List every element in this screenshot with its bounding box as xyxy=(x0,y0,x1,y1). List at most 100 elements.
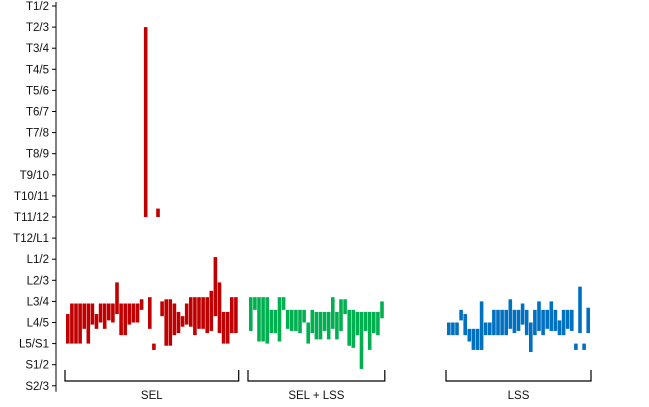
range-bar xyxy=(172,303,177,336)
range-bar xyxy=(537,301,541,331)
y-tick-label: T5/6 xyxy=(26,85,49,97)
range-bar xyxy=(500,309,504,336)
range-bar xyxy=(123,303,127,336)
range-bar xyxy=(302,309,306,323)
group-label: LSS xyxy=(508,390,530,402)
range-bar xyxy=(310,309,315,334)
range-bar xyxy=(565,309,570,329)
range-bar xyxy=(553,309,558,331)
range-bar xyxy=(205,297,209,334)
range-bar xyxy=(326,311,331,340)
range-bar xyxy=(225,311,230,344)
range-bar xyxy=(322,311,327,331)
y-tick-label: L1/2 xyxy=(27,254,49,266)
range-bar xyxy=(578,286,582,334)
range-bar xyxy=(253,297,257,310)
y-tick-label: L4/5 xyxy=(27,318,49,330)
range-bar xyxy=(570,309,574,331)
range-bar xyxy=(82,303,86,329)
range-bar xyxy=(331,297,335,329)
group-lss xyxy=(447,286,590,353)
range-bar xyxy=(524,309,529,336)
range-bar xyxy=(455,322,459,336)
range-bar xyxy=(78,303,82,344)
range-bar xyxy=(249,297,253,331)
range-bar xyxy=(168,299,173,346)
range-bar xyxy=(459,309,463,321)
y-tick-label: T3/4 xyxy=(26,43,50,55)
range-bar xyxy=(512,309,517,334)
range-bar xyxy=(90,303,95,325)
group-bracket xyxy=(64,370,240,382)
range-bar xyxy=(582,343,586,350)
range-bar xyxy=(557,320,562,336)
range-bar xyxy=(139,299,144,310)
range-bar xyxy=(265,297,269,344)
range-bar xyxy=(343,299,347,315)
range-bar xyxy=(545,309,549,329)
range-bar xyxy=(197,297,201,329)
range-bar xyxy=(549,301,554,331)
range-bar xyxy=(355,311,360,336)
y-tick-label: T6/7 xyxy=(26,107,49,119)
range-bar xyxy=(98,303,103,323)
range-bar xyxy=(273,309,278,334)
range-bar xyxy=(492,309,496,336)
y-tick-label: T12/L1 xyxy=(13,233,49,245)
range-bar xyxy=(193,297,197,336)
range-bar xyxy=(115,282,119,315)
range-bar xyxy=(143,27,148,217)
range-bar xyxy=(339,299,343,331)
range-bar xyxy=(508,299,513,329)
range-bar xyxy=(541,309,545,336)
y-tick-label: L3/4 xyxy=(27,296,50,308)
range-bar xyxy=(189,297,193,327)
range-bar xyxy=(234,297,238,334)
range-bar xyxy=(294,309,298,331)
range-bar xyxy=(111,303,115,323)
group-sel-lss xyxy=(249,297,384,369)
range-bar xyxy=(447,322,451,336)
range-bar xyxy=(351,309,356,348)
range-bar xyxy=(359,311,364,369)
range-bar xyxy=(372,311,376,334)
range-bar xyxy=(298,309,302,334)
range-bar xyxy=(290,309,294,331)
y-tick-label: L2/3 xyxy=(27,275,49,287)
range-bar xyxy=(520,303,525,325)
range-bar xyxy=(135,303,140,323)
range-bar xyxy=(213,257,218,317)
group-label: SEL + LSS xyxy=(288,390,344,402)
range-bar xyxy=(152,343,156,350)
y-axis: T1/2 T2/3 T3/4 T4/5 T5/6 T6/7 T7/8 T8/9 T9/10 T10… xyxy=(13,1,57,393)
range-bar xyxy=(148,297,152,329)
y-tick-label: T7/8 xyxy=(26,128,49,140)
bars-layer xyxy=(66,27,590,369)
y-tick-label: S2/3 xyxy=(25,381,49,393)
range-bar xyxy=(574,343,578,350)
range-bar xyxy=(479,301,484,350)
y-tick-label: T11/12 xyxy=(14,212,49,224)
range-bar xyxy=(496,309,500,336)
range-bar xyxy=(107,303,111,321)
range-bar xyxy=(201,297,205,329)
range-bar xyxy=(281,297,286,310)
range-bar xyxy=(94,314,99,329)
y-tick-label: S1/2 xyxy=(25,360,49,372)
range-bar xyxy=(156,208,160,217)
range-bar xyxy=(285,309,290,329)
y-tick-label: T10/11 xyxy=(14,191,49,203)
range-bar xyxy=(269,309,274,334)
range-bar xyxy=(66,314,70,344)
range-bar xyxy=(318,311,323,340)
range-bar xyxy=(217,282,222,334)
group-brackets: SEL SEL + LSS LSS xyxy=(64,370,592,402)
range-bar xyxy=(277,297,282,342)
group-label: SEL xyxy=(141,390,163,402)
range-bar xyxy=(180,316,185,327)
range-bar xyxy=(119,303,123,336)
range-bar xyxy=(131,303,136,323)
range-bar xyxy=(164,299,168,346)
range-bar xyxy=(533,309,537,336)
